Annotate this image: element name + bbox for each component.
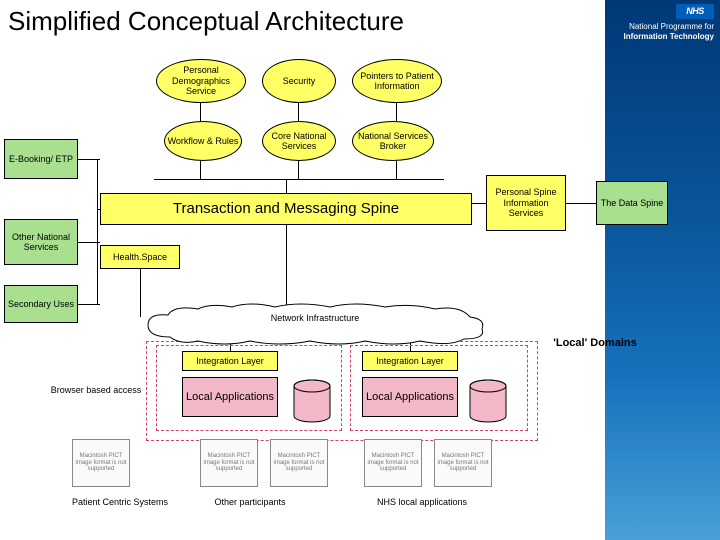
nhs-logo: NHS bbox=[676, 4, 714, 19]
data-spine-label: The Data Spine bbox=[601, 198, 664, 208]
cloud-icon bbox=[140, 303, 490, 347]
bottom-label-nhs-text: NHS local applications bbox=[377, 497, 467, 507]
browser-access-text: Browser based access bbox=[51, 385, 142, 395]
ellipse-workflow: Workflow & Rules bbox=[164, 121, 242, 161]
integration-layer-2-label: Integration Layer bbox=[376, 356, 444, 366]
ellipse-nsb: National Services Broker bbox=[352, 121, 434, 161]
ellipse-pds: Personal Demographics Service bbox=[156, 59, 246, 103]
ellipse-pds-label: Personal Demographics Service bbox=[159, 65, 243, 96]
sidebar-line2: Information Technology bbox=[623, 32, 714, 41]
connector bbox=[298, 103, 299, 121]
sidebar-program-text: National Programme for Information Techn… bbox=[614, 22, 714, 41]
ellipse-security: Security bbox=[262, 59, 336, 103]
pict-placeholder: Macintosh PICT image format is not suppo… bbox=[434, 439, 492, 487]
psis-label: Personal Spine Information Services bbox=[489, 187, 563, 218]
local-domains-label: 'Local' Domains bbox=[550, 337, 640, 349]
pict-placeholder: Macintosh PICT image format is not suppo… bbox=[200, 439, 258, 487]
connector bbox=[286, 179, 287, 193]
ellipse-ppi: Pointers to Patient Information bbox=[352, 59, 442, 103]
connector bbox=[472, 203, 486, 204]
ebooking-label: E-Booking/ ETP bbox=[9, 154, 73, 164]
connector bbox=[286, 225, 287, 305]
architecture-diagram: Personal Demographics Service Security P… bbox=[0, 45, 720, 540]
ellipse-cns: Core National Services bbox=[262, 121, 336, 161]
connector bbox=[78, 304, 100, 305]
ellipse-nsb-label: National Services Broker bbox=[355, 131, 431, 152]
local-apps-1-label: Local Applications bbox=[186, 391, 274, 404]
bottom-label-other: Other participants bbox=[200, 497, 300, 507]
ons-box: Other National Services bbox=[4, 219, 78, 265]
pict-text: Macintosh PICT image format is not suppo… bbox=[75, 453, 127, 473]
ellipse-workflow-label: Workflow & Rules bbox=[168, 136, 239, 146]
ebooking-box: E-Booking/ ETP bbox=[4, 139, 78, 179]
connector bbox=[154, 179, 444, 180]
db-can-2 bbox=[468, 379, 508, 423]
healthspace-label: Health.Space bbox=[113, 252, 167, 262]
connector bbox=[396, 103, 397, 121]
browser-access-label: Browser based access bbox=[46, 385, 146, 395]
connector bbox=[200, 161, 201, 179]
ellipse-security-label: Security bbox=[283, 76, 316, 86]
cylinder-icon bbox=[292, 379, 332, 423]
cylinder-icon bbox=[468, 379, 508, 423]
local-domains-text: 'Local' Domains bbox=[553, 337, 636, 349]
connector bbox=[566, 203, 596, 204]
healthspace-box: Health.Space bbox=[100, 245, 180, 269]
spine-bar: Transaction and Messaging Spine bbox=[100, 193, 472, 225]
pict-text: Macintosh PICT image format is not suppo… bbox=[273, 453, 325, 473]
connector bbox=[396, 161, 397, 179]
connector bbox=[200, 103, 201, 121]
db-can-1 bbox=[292, 379, 332, 423]
spine-bar-label: Transaction and Messaging Spine bbox=[173, 200, 399, 217]
pict-text: Macintosh PICT image format is not suppo… bbox=[437, 453, 489, 473]
ons-label: Other National Services bbox=[7, 232, 75, 253]
bottom-label-nhs: NHS local applications bbox=[362, 497, 482, 507]
pict-text: Macintosh PICT image format is not suppo… bbox=[367, 453, 419, 473]
cloud-label: Network Infrastructure bbox=[271, 313, 360, 323]
local-apps-2-label: Local Applications bbox=[366, 391, 454, 404]
psis-box: Personal Spine Information Services bbox=[486, 175, 566, 231]
network-cloud: Network Infrastructure bbox=[140, 303, 490, 347]
sidebar-line1: National Programme for bbox=[629, 22, 714, 31]
pict-placeholder: Macintosh PICT image format is not suppo… bbox=[270, 439, 328, 487]
bottom-label-pcs: Patient Centric Systems bbox=[60, 497, 180, 507]
integration-layer-1-label: Integration Layer bbox=[196, 356, 264, 366]
integration-layer-2: Integration Layer bbox=[362, 351, 458, 371]
connector bbox=[97, 159, 98, 304]
data-spine-box: The Data Spine bbox=[596, 181, 668, 225]
connector bbox=[298, 161, 299, 179]
local-apps-1: Local Applications bbox=[182, 377, 278, 417]
bottom-label-pcs-text: Patient Centric Systems bbox=[72, 497, 168, 507]
ellipse-cns-label: Core National Services bbox=[265, 131, 333, 152]
ellipse-ppi-label: Pointers to Patient Information bbox=[355, 71, 439, 92]
integration-layer-1: Integration Layer bbox=[182, 351, 278, 371]
secondary-label: Secondary Uses bbox=[8, 299, 74, 309]
bottom-label-other-text: Other participants bbox=[214, 497, 285, 507]
pict-placeholder: Macintosh PICT image format is not suppo… bbox=[364, 439, 422, 487]
pict-placeholder: Macintosh PICT image format is not suppo… bbox=[72, 439, 130, 487]
local-apps-2: Local Applications bbox=[362, 377, 458, 417]
pict-text: Macintosh PICT image format is not suppo… bbox=[203, 453, 255, 473]
secondary-box: Secondary Uses bbox=[4, 285, 78, 323]
